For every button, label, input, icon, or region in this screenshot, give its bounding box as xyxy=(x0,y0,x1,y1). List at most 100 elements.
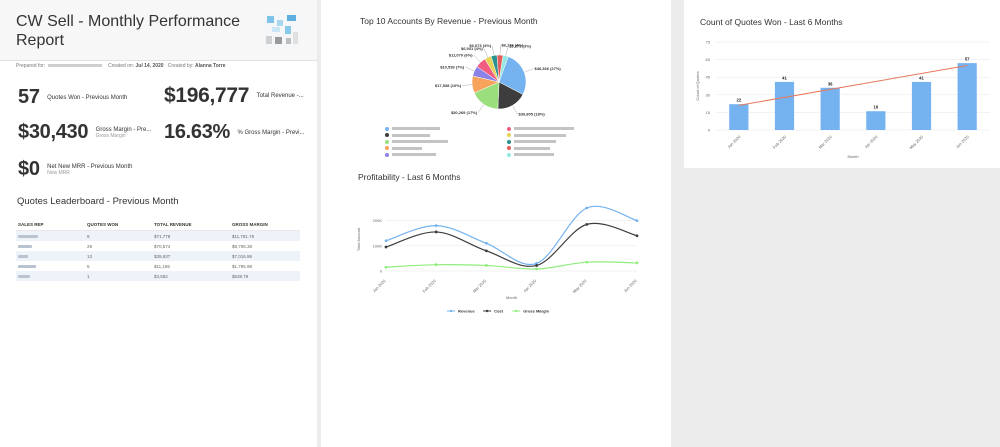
pie-legend-item[interactable] xyxy=(385,146,422,151)
series-point xyxy=(434,224,438,228)
cell-quotes-won: 1 xyxy=(85,271,152,281)
series-point xyxy=(434,263,438,267)
bar-data-label: 36 xyxy=(828,81,833,86)
redacted-account-name xyxy=(514,133,566,137)
bar-data-label: 41 xyxy=(919,75,924,80)
y-tick-label: 60 xyxy=(706,57,711,62)
kpi-label: Gross Margin - Pre... xyxy=(95,126,152,133)
pie-legend-item[interactable] xyxy=(507,146,550,151)
pie-legend-item[interactable] xyxy=(385,139,448,144)
kpi-total-revenue: $196,777 Total Revenue -... xyxy=(164,84,304,108)
pie-legend-item[interactable] xyxy=(507,139,556,144)
bar-data-label: 41 xyxy=(782,75,787,80)
pie-data-label: $6,931 (4%) xyxy=(461,46,483,51)
y-axis-label: Total Amount xyxy=(356,227,361,251)
legend-swatch xyxy=(507,139,511,144)
profitability-chart: 0 100K 200K Total Amount Jan 2020 Feb 2020 Mar… xyxy=(356,205,639,314)
redacted-account-name xyxy=(514,140,556,143)
pie-legend-item[interactable] xyxy=(385,126,440,131)
x-tick-label: Jan 2020 xyxy=(372,278,388,294)
charts-panel: Top 10 Accounts By Revenue - Previous Mo… xyxy=(321,0,671,447)
redacted-account-name xyxy=(514,153,554,156)
quotes-panel: Count of Quotes Won - Last 6 Months 0 15 3… xyxy=(684,0,1000,168)
x-axis-label: Month xyxy=(847,154,858,159)
series-point xyxy=(485,249,488,253)
cell-gross-margin: $1,785.98 xyxy=(232,263,253,269)
pie-data-label: $11,070 (6%) xyxy=(449,53,473,58)
kpi-quotes-won: 57 Quotes Won - Previous Month xyxy=(18,86,127,109)
legend-label: Gross Margin xyxy=(523,309,549,314)
cell-total-revenue: $3,582 xyxy=(152,271,230,281)
table-header-row: SALES REP QUOTES WON TOTAL REVENUE GROSS… xyxy=(16,219,300,231)
created-by-value: Alanna Torre xyxy=(195,63,226,69)
x-axis-label: Month xyxy=(506,295,517,300)
series-point xyxy=(485,241,488,245)
column-header: SALES REP xyxy=(16,219,85,231)
sales-rep-redacted xyxy=(16,261,85,271)
x-tick-label: Feb 2020 xyxy=(772,134,788,150)
pie-label-connector xyxy=(473,54,481,63)
y-tick-label: 0 xyxy=(380,269,383,274)
kpi-label: % Gross Margin - Previ... xyxy=(237,129,305,136)
legend-label: Revenue xyxy=(458,309,475,314)
redacted-account-name xyxy=(514,146,550,150)
cell-gross-margin: $11,781.76 xyxy=(230,230,300,241)
series-point xyxy=(384,239,388,243)
sales-rep-redacted xyxy=(16,271,85,281)
table-row: 29 $70,574 $8,706.38 xyxy=(16,241,300,251)
legend-swatch xyxy=(507,126,511,131)
legend-label: Cost xyxy=(494,309,504,314)
y-tick-label: 200K xyxy=(373,218,383,223)
series-point xyxy=(635,261,639,265)
series-point xyxy=(585,206,589,210)
bar-data-label: 57 xyxy=(965,57,970,62)
kpi-label: Total Revenue -... xyxy=(256,93,304,99)
pie-legend-item[interactable] xyxy=(507,133,566,138)
leaderboard-table: SALES REP QUOTES WON TOTAL REVENUE GROSS… xyxy=(16,219,300,281)
bar-data-label: 16 xyxy=(873,105,878,110)
cell-gross-margin: $638.79 xyxy=(230,271,300,281)
x-tick-label: Feb 2020 xyxy=(421,278,437,294)
created-on-value: Jul 14, 2020 xyxy=(135,63,164,69)
redacted-account-name xyxy=(392,146,422,150)
legend-marker xyxy=(515,309,518,313)
column-header: TOTAL REVENUE xyxy=(152,219,230,231)
bar xyxy=(957,63,977,130)
y-tick-label: 100K xyxy=(373,243,383,248)
redacted-account-name xyxy=(514,127,574,130)
pie-label-connector xyxy=(478,104,484,113)
pie-legend-item[interactable] xyxy=(385,152,436,157)
y-tick-label: 15 xyxy=(706,110,711,115)
kpi-new-mrr: $0 Net New MRR - Previous Month New MRR xyxy=(18,158,132,181)
pie-legend-item[interactable] xyxy=(507,152,554,157)
bar xyxy=(729,104,749,130)
cell-quotes-won: 5 xyxy=(87,263,90,269)
x-tick-label: May 2020 xyxy=(908,134,925,151)
redacted-account-name xyxy=(392,127,440,130)
series-point xyxy=(384,265,388,269)
company-logo xyxy=(263,12,301,48)
series-line xyxy=(385,261,638,270)
pie-label-connector xyxy=(465,66,475,72)
legend-swatch xyxy=(385,152,389,157)
leaderboard-title: Quotes Leaderboard - Previous Month xyxy=(17,196,179,207)
pie-data-label: $46,366 (27%) xyxy=(535,66,562,71)
pie-label-connector xyxy=(462,84,473,86)
kpi-value: $196,777 xyxy=(164,84,250,107)
pie-label-connector xyxy=(505,46,509,56)
legend-swatch xyxy=(385,133,389,137)
legend-swatch xyxy=(385,126,389,131)
sales-rep-redacted xyxy=(16,251,85,261)
pie-legend-item[interactable] xyxy=(385,133,430,138)
pie-data-label: $30,269 (17%) xyxy=(451,110,478,115)
bar xyxy=(820,87,840,130)
pie-data-label: $10,539 (7%) xyxy=(440,64,465,69)
legend-swatch xyxy=(385,146,389,150)
created-by-label: Created by: xyxy=(167,63,194,69)
pie-legend-item[interactable] xyxy=(507,126,574,131)
kpi-value: 16.63% xyxy=(164,121,231,143)
x-tick-label: Apr 2020 xyxy=(864,134,880,150)
pie-label-connector xyxy=(491,45,495,56)
kpi-gross-margin-pct: 16.63% % Gross Margin - Previ... xyxy=(164,121,305,144)
prepared-for-label: Prepared for: xyxy=(16,63,46,69)
